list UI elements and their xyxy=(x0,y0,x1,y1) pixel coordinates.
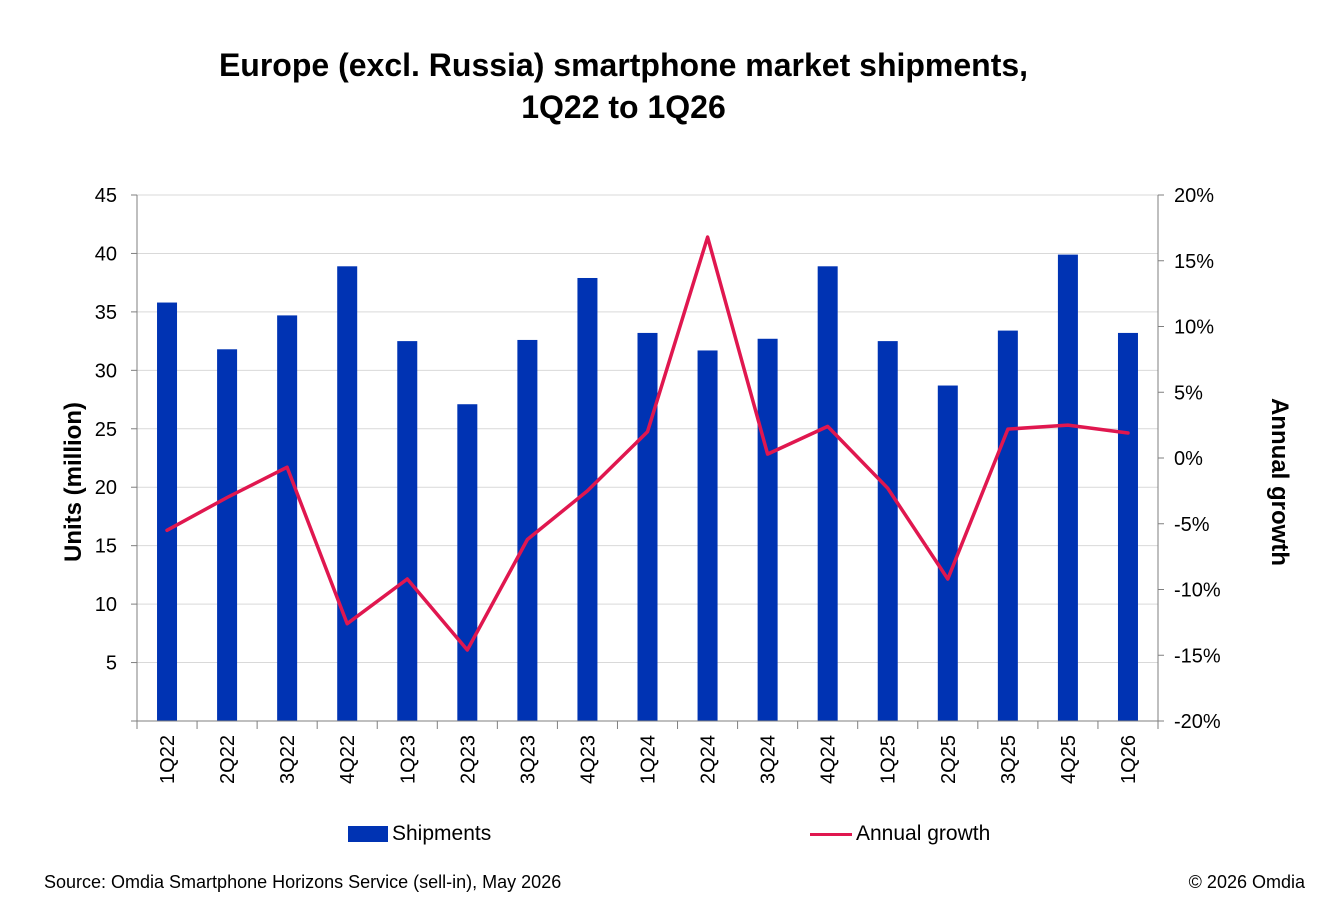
growth-point-2Q25 xyxy=(946,577,950,581)
y-tick-label: 10 xyxy=(95,594,117,616)
y-tick-label: 20 xyxy=(95,477,117,499)
chart-title: Europe (excl. Russia) smartphone market … xyxy=(0,44,1247,128)
growth-point-2Q22 xyxy=(225,495,229,499)
y-tick-label: 40 xyxy=(95,243,117,265)
bar-3Q22 xyxy=(277,315,298,721)
chart-title-line2: 1Q22 to 1Q26 xyxy=(521,89,726,125)
growth-point-1Q26 xyxy=(1126,431,1130,435)
growth-point-3Q24 xyxy=(766,452,770,456)
x-tick-label: 1Q25 xyxy=(878,735,900,784)
line-series-annual-growth xyxy=(165,235,1130,652)
x-tick-label: 4Q25 xyxy=(1058,735,1080,784)
copyright-note: © 2026 Omdia xyxy=(1188,872,1305,892)
legend-label-shipments: Shipments xyxy=(392,822,492,845)
bar-4Q25 xyxy=(1057,254,1078,721)
y2-tick-label: 15% xyxy=(1174,251,1214,273)
bar-1Q25 xyxy=(877,341,898,721)
x-tick-label: 1Q23 xyxy=(397,735,419,784)
bar-2Q23 xyxy=(457,404,478,721)
growth-point-4Q25 xyxy=(1066,423,1070,427)
y2-tick-label: 5% xyxy=(1174,382,1203,404)
bar-1Q23 xyxy=(397,341,418,721)
x-tick-label: 4Q24 xyxy=(818,735,840,784)
x-tick-label: 2Q23 xyxy=(457,735,479,784)
bar-1Q24 xyxy=(637,332,658,721)
x-tick-label: 1Q24 xyxy=(638,735,660,784)
source-note: Source: Omdia Smartphone Horizons Servic… xyxy=(44,872,562,892)
x-tick-label: 4Q23 xyxy=(577,735,599,784)
bar-4Q23 xyxy=(577,277,598,721)
bar-1Q26 xyxy=(1117,332,1138,721)
y2-tick-label: 20% xyxy=(1174,185,1214,207)
y2-tick-label: -20% xyxy=(1174,711,1221,733)
x-tick-label: 2Q24 xyxy=(698,735,720,784)
x-tick-label: 1Q22 xyxy=(157,735,179,784)
tick-labels: 5 10 15 20 25 30 35 40 45 -20% -15% -10% -5% 0% 5% 10% 1… xyxy=(95,185,1221,784)
x-tick-label: 1Q26 xyxy=(1118,735,1140,784)
growth-point-2Q24 xyxy=(706,235,710,239)
bar-1Q22 xyxy=(157,302,178,721)
growth-point-4Q22 xyxy=(345,622,349,626)
x-tick-label: 2Q22 xyxy=(217,735,239,784)
x-tick-label: 3Q22 xyxy=(277,735,299,784)
y2-tick-label: 0% xyxy=(1174,448,1203,470)
legend-swatch-shipments xyxy=(348,826,388,842)
growth-point-3Q22 xyxy=(285,465,289,469)
axes xyxy=(131,194,1164,729)
y-tick-label: 45 xyxy=(95,185,117,207)
chart-title-line1: Europe (excl. Russia) smartphone market … xyxy=(218,47,1029,83)
y-tick-label: 25 xyxy=(95,419,117,441)
y2-axis-title: Annual growth xyxy=(1266,398,1293,566)
growth-point-3Q23 xyxy=(525,538,529,542)
bar-2Q24 xyxy=(697,350,718,721)
legend-label-annual-growth: Annual growth xyxy=(856,822,991,845)
x-tick-label: 3Q23 xyxy=(517,735,539,784)
bar-4Q24 xyxy=(817,266,838,721)
growth-point-1Q23 xyxy=(405,577,409,581)
bar-2Q22 xyxy=(217,349,238,721)
x-tick-label: 2Q25 xyxy=(938,735,960,784)
growth-point-2Q23 xyxy=(465,648,469,652)
bar-4Q22 xyxy=(337,266,358,721)
growth-point-1Q24 xyxy=(646,430,649,434)
legend-item-annual-growth: Annual growth xyxy=(810,822,990,846)
y-tick-label: 35 xyxy=(95,302,117,324)
x-tick-label: 4Q22 xyxy=(337,735,359,784)
y-tick-label: 30 xyxy=(95,360,117,382)
growth-point-4Q23 xyxy=(585,489,589,493)
bar-2Q25 xyxy=(937,385,958,721)
y2-tick-label: -15% xyxy=(1174,645,1221,667)
y2-tick-label: 10% xyxy=(1174,317,1214,339)
bar-series-shipments xyxy=(157,254,1138,721)
growth-point-3Q25 xyxy=(1006,427,1010,431)
bar-3Q24 xyxy=(757,338,778,721)
y-tick-label: 15 xyxy=(95,536,117,558)
x-tick-label: 3Q25 xyxy=(998,735,1020,784)
bar-3Q25 xyxy=(997,330,1018,721)
legend-item-shipments: Shipments xyxy=(348,822,491,846)
y-tick-label: 5 xyxy=(106,653,117,675)
legend-swatch-annual-growth xyxy=(810,832,852,836)
y2-tick-label: -5% xyxy=(1174,514,1210,536)
y2-tick-label: -10% xyxy=(1174,580,1221,602)
growth-point-4Q24 xyxy=(826,424,830,428)
bar-3Q23 xyxy=(517,339,538,721)
x-tick-label: 3Q24 xyxy=(758,735,780,784)
growth-point-1Q22 xyxy=(165,528,169,532)
growth-point-1Q25 xyxy=(886,486,890,490)
y-axis-title: Units (million) xyxy=(60,402,87,562)
